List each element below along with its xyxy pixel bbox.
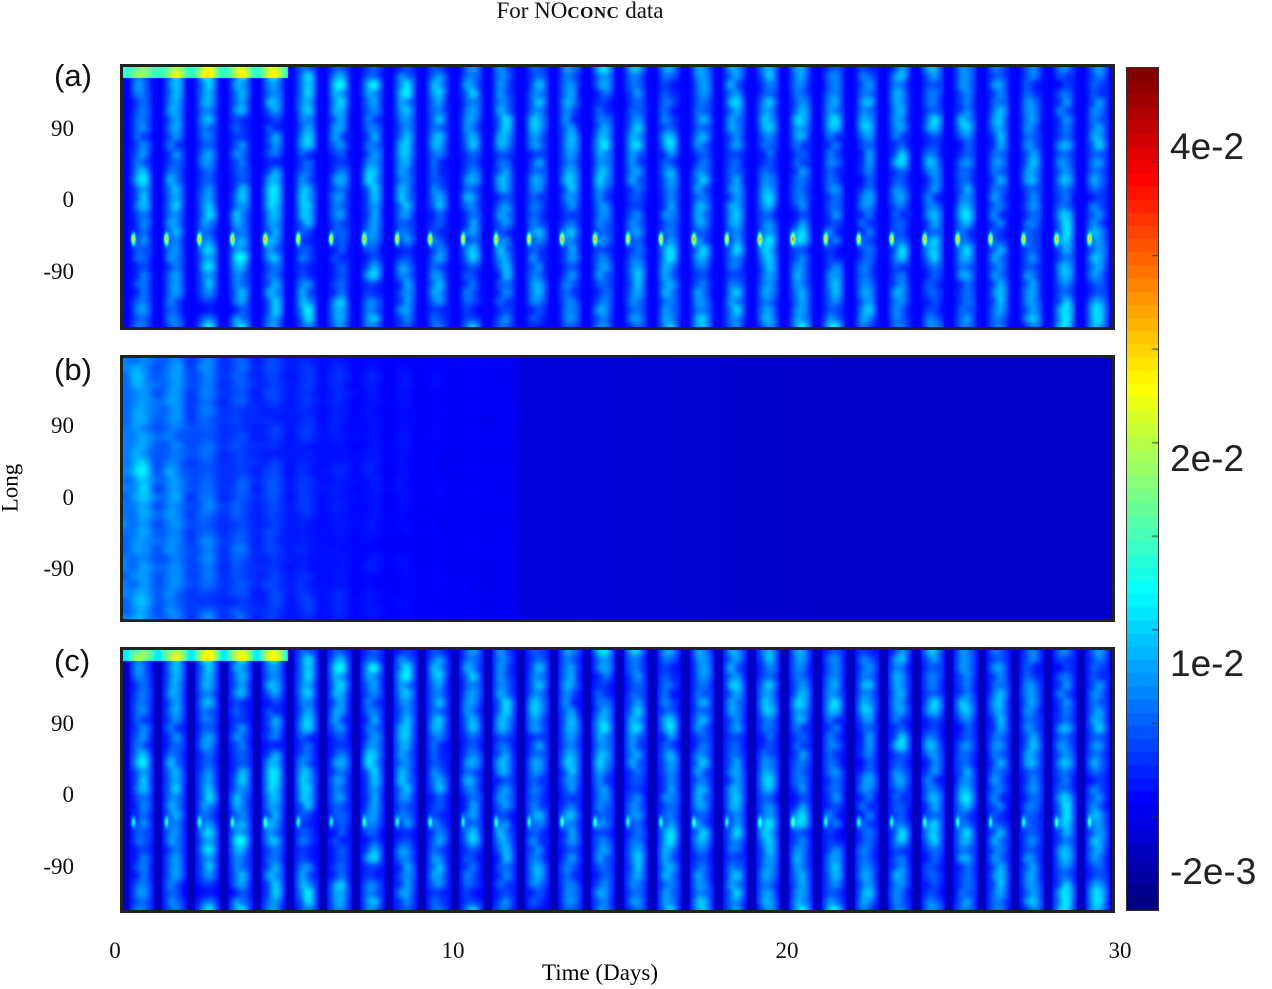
ytick-b-90: 90 <box>51 413 74 438</box>
panel-label-b: (b) <box>54 352 92 387</box>
heatmap-panel-b <box>120 355 1115 622</box>
colorbar-tick-1e-2: 1e-2 <box>1170 643 1245 684</box>
xtick-20: 20 <box>775 938 799 963</box>
heatmap-panel-c <box>120 647 1115 913</box>
x-axis-label: Time (Days) <box>541 960 659 985</box>
ytick-a-m90: -90 <box>43 259 74 284</box>
panel-label-c: (c) <box>54 643 91 678</box>
ytick-c-90: 90 <box>51 711 74 736</box>
ytick-a-90: 90 <box>51 116 74 141</box>
ytick-b-m90: -90 <box>43 556 74 581</box>
ytick-c-m90: -90 <box>43 854 74 879</box>
ytick-c-0: 0 <box>62 782 75 807</box>
colorbar <box>1126 67 1159 911</box>
colorbar-tick-2e-2: 2e-2 <box>1170 438 1245 479</box>
ytick-a-0: 0 <box>62 187 75 212</box>
heatmap-panel-a <box>120 64 1115 330</box>
xtick-10: 10 <box>441 938 465 963</box>
heatmap-c-cells <box>123 650 1112 910</box>
colorbar-tick-4e-2: 4e-2 <box>1170 126 1245 167</box>
chart-title: For NOCONC data <box>496 0 664 23</box>
xtick-0: 0 <box>109 938 121 963</box>
ytick-b-0: 0 <box>62 485 75 510</box>
heatmap-b-cells <box>123 358 1112 619</box>
colorbar-tick-m2e-3: -2e-3 <box>1170 851 1257 892</box>
y-axis-label: Long <box>0 463 23 513</box>
panel-label-a: (a) <box>54 58 92 93</box>
xtick-30: 30 <box>1108 938 1132 963</box>
heatmap-a-cells <box>123 67 1112 327</box>
colorbar-gradient <box>1127 68 1158 910</box>
